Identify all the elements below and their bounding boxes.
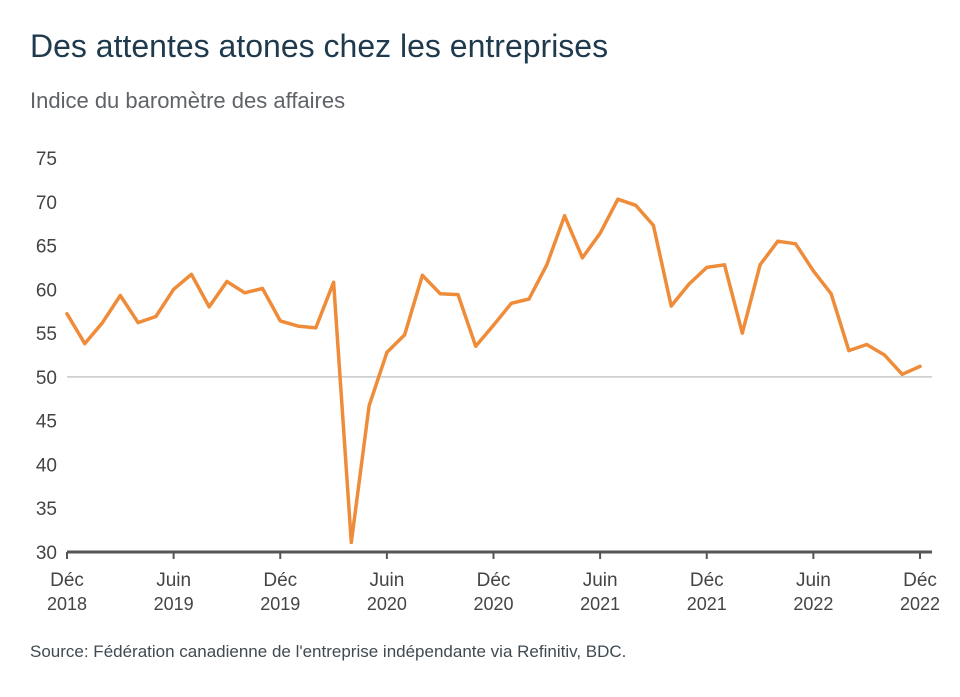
data-point — [189, 272, 193, 277]
data-point — [349, 540, 353, 544]
data-point — [705, 265, 709, 270]
data-point — [225, 279, 229, 284]
data-point — [776, 239, 780, 243]
data-point — [509, 301, 513, 305]
data-point — [900, 372, 904, 376]
data-point — [669, 304, 673, 308]
data-point — [527, 297, 531, 301]
x-tick-label-month: Juin — [369, 570, 404, 591]
x-tick-label-year: 2020 — [473, 594, 513, 614]
x-tick-label-year: 2020 — [367, 594, 407, 614]
series-line — [65, 197, 922, 545]
data-point — [456, 292, 460, 297]
y-tick-label: 30 — [36, 543, 57, 564]
data-point — [562, 214, 567, 218]
x-tick-label-month: Juin — [796, 570, 831, 591]
data-point — [154, 314, 158, 319]
chart-subtitle: Indice du baromètre des affaires — [30, 88, 346, 113]
data-point — [545, 263, 549, 267]
data-point — [367, 404, 371, 408]
data-point — [136, 321, 140, 325]
x-tick-label-month: Déc — [690, 570, 724, 591]
data-point — [438, 292, 442, 296]
x-tick-label-month: Déc — [50, 570, 84, 591]
data-point — [172, 287, 176, 291]
data-point — [918, 364, 922, 368]
data-point — [794, 242, 798, 246]
y-tick-label: 55 — [36, 324, 57, 345]
x-tick-label-year: 2019 — [154, 594, 194, 614]
data-point — [243, 291, 247, 295]
y-tick-label: 65 — [36, 237, 57, 258]
data-point — [491, 323, 496, 327]
x-tick-label-year: 2022 — [793, 594, 833, 614]
y-tick-label: 75 — [36, 149, 57, 170]
data-point — [296, 324, 300, 328]
data-point — [580, 256, 584, 260]
data-point — [758, 263, 762, 267]
chart-title: Des attentes atones chez les entreprises — [30, 28, 609, 64]
data-point — [118, 293, 122, 298]
x-tick-label-year: 2019 — [260, 594, 300, 614]
y-tick-label: 45 — [36, 412, 57, 433]
y-axis-ticks: 30 35 40 45 50 55 60 65 70 75 — [36, 149, 57, 564]
series-group — [65, 197, 922, 545]
y-tick-label: 35 — [36, 499, 57, 520]
data-point — [331, 280, 336, 284]
x-tick-label-year: 2021 — [687, 594, 727, 614]
data-point — [83, 342, 87, 346]
source-note: Source: Fédération canadienne de l'entre… — [30, 642, 627, 661]
x-tick-label-month: Déc — [903, 570, 937, 591]
data-point — [474, 344, 478, 348]
data-point — [598, 231, 602, 235]
y-tick-label: 40 — [36, 455, 57, 476]
data-point — [829, 292, 833, 296]
x-tick-label-month: Juin — [583, 570, 618, 591]
x-tick-label-month: Déc — [477, 570, 511, 591]
data-point — [616, 197, 620, 201]
x-tick-label-month: Juin — [156, 570, 191, 591]
y-tick-label: 50 — [36, 368, 57, 389]
data-point — [651, 223, 656, 228]
data-point — [811, 269, 815, 273]
data-point — [634, 203, 638, 207]
data-point — [865, 342, 869, 347]
data-point — [100, 321, 105, 325]
data-point — [882, 353, 887, 357]
x-tick-label-year: 2022 — [900, 594, 940, 614]
data-point — [385, 350, 389, 354]
data-point — [847, 349, 851, 353]
data-point — [403, 333, 407, 337]
x-axis: Déc 2018 Juin 2019 Déc 2019 Juin 2020 Déc 2020 Jui… — [47, 550, 940, 614]
data-point — [420, 273, 425, 277]
y-tick-label: 60 — [36, 280, 57, 301]
data-point — [722, 263, 727, 267]
data-point — [740, 331, 744, 335]
data-point — [687, 282, 691, 286]
data-point — [260, 286, 265, 291]
x-tick-label-year: 2018 — [47, 594, 87, 614]
x-tick-label-month: Déc — [263, 570, 297, 591]
data-point — [65, 312, 69, 316]
data-point — [278, 319, 282, 323]
y-tick-label: 70 — [36, 193, 57, 214]
x-tick-label-year: 2021 — [580, 594, 620, 614]
data-point — [314, 326, 318, 330]
data-point — [207, 305, 211, 309]
